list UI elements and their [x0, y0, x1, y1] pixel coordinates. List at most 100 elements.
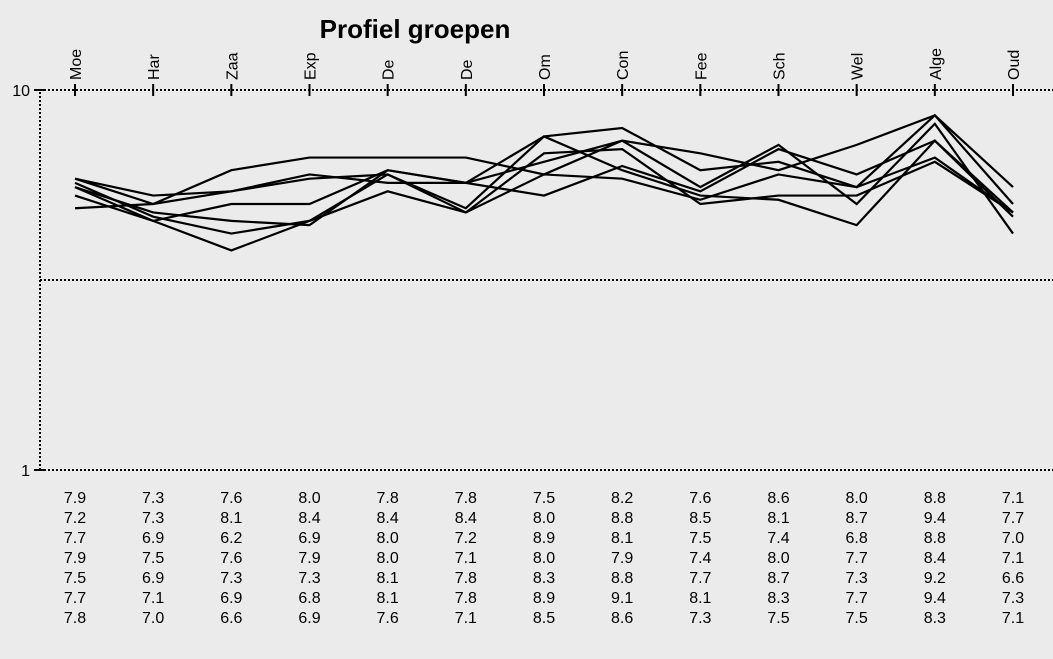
value-label: 7.5 [142, 550, 164, 567]
value-label: 8.8 [924, 490, 946, 507]
value-label: 7.7 [689, 570, 711, 587]
value-label: 8.1 [767, 510, 789, 527]
value-label: 6.6 [220, 610, 242, 627]
value-label: 7.3 [142, 510, 164, 527]
value-label: 8.5 [689, 510, 711, 527]
value-label: 7.8 [455, 590, 477, 607]
value-label: 7.5 [689, 530, 711, 547]
value-label: 7.9 [611, 550, 633, 567]
x-tick-label: De [381, 59, 398, 80]
value-label: 8.8 [924, 530, 946, 547]
value-label: 8.0 [377, 530, 399, 547]
x-tick-label: Moe [68, 49, 85, 80]
value-label: 8.0 [846, 490, 868, 507]
x-tick-label: Wel [850, 53, 867, 80]
x-tick-label: Sch [772, 52, 789, 80]
value-label: 6.2 [220, 530, 242, 547]
value-label: 8.7 [846, 510, 868, 527]
value-label: 8.4 [924, 550, 946, 567]
value-label: 7.1 [455, 610, 477, 627]
x-tick-label: Zaa [224, 52, 241, 80]
value-label: 7.1 [1002, 490, 1024, 507]
value-label: 6.9 [142, 530, 164, 547]
x-tick-label: Om [537, 54, 554, 80]
value-label: 6.8 [298, 590, 320, 607]
value-label: 8.2 [611, 490, 633, 507]
value-label: 7.2 [64, 510, 86, 527]
value-label: 7.6 [689, 490, 711, 507]
series-line [74, 156, 1014, 214]
value-label: 8.1 [611, 530, 633, 547]
value-label: 7.8 [455, 570, 477, 587]
value-label: 8.0 [533, 550, 555, 567]
value-label: 7.7 [64, 530, 86, 547]
value-label: 7.1 [142, 590, 164, 607]
value-label: 8.4 [298, 510, 320, 527]
value-label: 6.8 [846, 530, 868, 547]
value-label: 8.3 [924, 610, 946, 627]
value-label: 8.4 [455, 510, 477, 527]
value-label: 8.4 [377, 510, 399, 527]
chart-title: Profiel groepen [320, 14, 511, 44]
value-label: 8.1 [220, 510, 242, 527]
value-label: 8.7 [767, 570, 789, 587]
value-label: 9.4 [924, 590, 946, 607]
x-tick-label: Alge [928, 48, 945, 80]
value-label: 7.3 [689, 610, 711, 627]
value-label: 7.3 [220, 570, 242, 587]
series-line [74, 147, 1014, 235]
value-label: 7.3 [298, 570, 320, 587]
value-label: 7.7 [1002, 510, 1024, 527]
value-label: 7.9 [298, 550, 320, 567]
value-label: 8.8 [611, 570, 633, 587]
value-label: 8.6 [611, 610, 633, 627]
value-label: 6.9 [142, 570, 164, 587]
value-label: 8.0 [298, 490, 320, 507]
value-label: 6.6 [1002, 570, 1024, 587]
value-label: 7.3 [846, 570, 868, 587]
value-label: 7.9 [64, 490, 86, 507]
x-tick-label: Con [615, 51, 632, 80]
value-label: 7.7 [846, 590, 868, 607]
value-label: 8.9 [533, 590, 555, 607]
value-label: 7.0 [142, 610, 164, 627]
value-label: 8.1 [377, 570, 399, 587]
y-tick-label: 10 [12, 83, 30, 100]
value-label: 6.9 [298, 530, 320, 547]
value-label: 8.3 [533, 570, 555, 587]
y-tick-label: 1 [21, 463, 30, 480]
value-label: 6.9 [298, 610, 320, 627]
value-label: 8.0 [533, 510, 555, 527]
value-label: 7.7 [846, 550, 868, 567]
value-label: 7.8 [377, 490, 399, 507]
value-label: 7.2 [455, 530, 477, 547]
value-label: 7.0 [1002, 530, 1024, 547]
value-label: 7.4 [689, 550, 711, 567]
value-label: 8.3 [767, 590, 789, 607]
value-label: 8.6 [767, 490, 789, 507]
x-tick-label: Exp [303, 52, 320, 80]
value-label: 7.6 [377, 610, 399, 627]
value-label: 8.1 [689, 590, 711, 607]
value-label: 7.8 [64, 610, 86, 627]
x-tick-label: Fee [693, 52, 710, 80]
value-label: 8.8 [611, 510, 633, 527]
value-label: 7.4 [767, 530, 789, 547]
value-label: 9.1 [611, 590, 633, 607]
value-label: 9.2 [924, 570, 946, 587]
value-label: 7.5 [64, 570, 86, 587]
value-label: 7.1 [455, 550, 477, 567]
value-label: 6.9 [220, 590, 242, 607]
value-label: 7.3 [142, 490, 164, 507]
value-label: 7.1 [1002, 610, 1024, 627]
value-label: 7.6 [220, 550, 242, 567]
value-label: 7.5 [846, 610, 868, 627]
value-label: 8.5 [533, 610, 555, 627]
value-label: 7.5 [533, 490, 555, 507]
value-label: 8.1 [377, 590, 399, 607]
value-label: 7.5 [767, 610, 789, 627]
x-tick-label: De [459, 59, 476, 80]
value-label: 8.0 [377, 550, 399, 567]
value-label: 8.0 [767, 550, 789, 567]
